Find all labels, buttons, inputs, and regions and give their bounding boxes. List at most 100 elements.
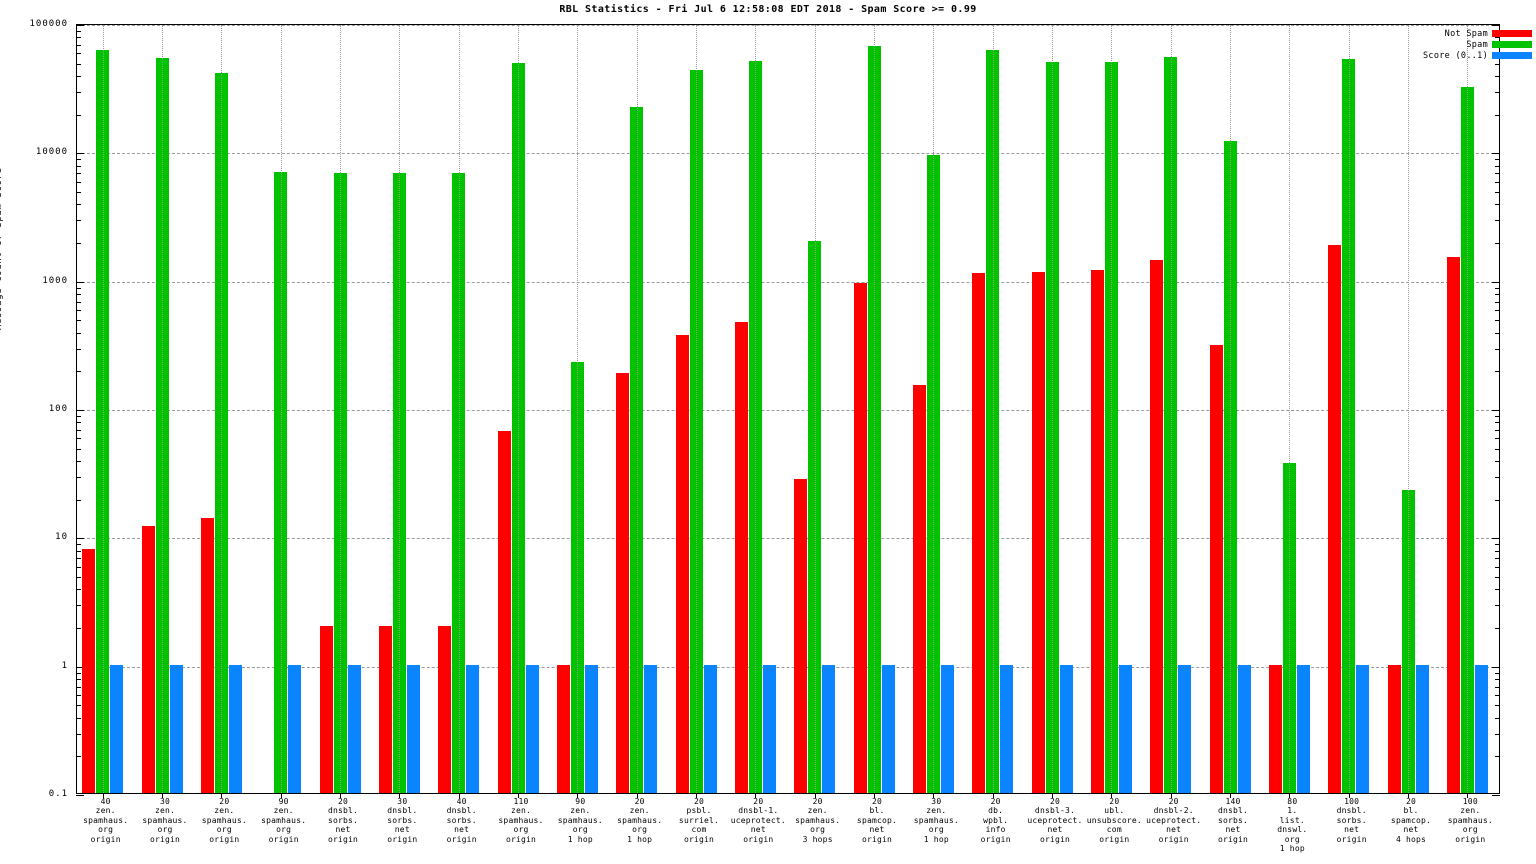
x-gridline bbox=[1349, 25, 1350, 793]
y-axis-minor-tick bbox=[1495, 37, 1500, 39]
y-axis-tick-label: 1000 bbox=[42, 275, 68, 286]
y-axis-minor-tick bbox=[1495, 448, 1500, 450]
x-gridline bbox=[1230, 25, 1231, 793]
bar-red bbox=[1387, 664, 1401, 793]
bar-group bbox=[1150, 25, 1192, 793]
y-axis-minor-tick bbox=[1495, 294, 1500, 296]
bar-blue bbox=[1000, 665, 1014, 793]
bar-red bbox=[1090, 269, 1104, 793]
y-axis-minor-tick bbox=[1495, 348, 1500, 350]
y-axis-minor-tick bbox=[1495, 695, 1500, 697]
y-axis-minor-tick bbox=[76, 628, 81, 630]
y-axis-tick bbox=[1492, 795, 1500, 796]
y-axis-minor-tick bbox=[1495, 461, 1500, 463]
y-axis-minor-tick bbox=[1495, 429, 1500, 431]
x-gridline bbox=[103, 25, 104, 793]
y-axis-tick bbox=[1492, 153, 1500, 155]
x-axis-tick bbox=[459, 793, 460, 798]
bar-red bbox=[1446, 257, 1460, 793]
y-axis-minor-tick bbox=[1495, 756, 1500, 758]
bar-blue bbox=[1356, 665, 1370, 793]
bar-blue bbox=[525, 665, 539, 793]
y-axis-minor-tick bbox=[1495, 310, 1500, 312]
x-gridline bbox=[221, 25, 222, 793]
x-axis-tick bbox=[1289, 793, 1290, 798]
plot-area bbox=[76, 24, 1500, 798]
y-axis-minor-tick bbox=[1495, 63, 1500, 65]
bar-blue bbox=[584, 665, 598, 793]
bar-red bbox=[378, 626, 392, 793]
x-axis-tick-label: 20 zen. spamhaus. org 3 hops bbox=[795, 797, 841, 844]
x-gridline bbox=[874, 25, 875, 793]
x-axis-tick-labels: 40 zen. spamhaus. org origin 30 zen. spam… bbox=[76, 797, 1500, 861]
x-axis-tick-label: 100 zen. spamhaus. org origin bbox=[1447, 797, 1493, 844]
y-axis-minor-tick bbox=[1495, 220, 1500, 222]
y-axis-minor-tick bbox=[76, 695, 81, 697]
y-axis-minor-tick bbox=[76, 30, 81, 32]
x-axis-tick-label: 40 dnsbl. sorbs. net origin bbox=[446, 797, 477, 844]
x-axis-tick bbox=[755, 793, 756, 798]
x-axis-tick bbox=[518, 793, 519, 798]
bar-green bbox=[808, 241, 822, 793]
y-axis-minor-tick bbox=[76, 733, 81, 735]
bar-red bbox=[438, 626, 452, 793]
x-gridline bbox=[755, 25, 756, 793]
y-axis-minor-tick bbox=[1495, 415, 1500, 417]
y-axis-minor-tick bbox=[76, 294, 81, 296]
y-axis-tick bbox=[76, 410, 84, 411]
x-axis-tick bbox=[696, 793, 697, 798]
bar-blue bbox=[406, 665, 420, 793]
x-gridline bbox=[1052, 25, 1053, 793]
x-axis-tick-label: 20 bl. spamcop. net origin bbox=[856, 797, 898, 844]
x-gridline bbox=[933, 25, 934, 793]
y-axis-minor-tick bbox=[76, 348, 81, 350]
y-axis-tick bbox=[76, 281, 84, 283]
bar-blue bbox=[644, 665, 658, 793]
y-axis-minor-tick bbox=[1495, 371, 1500, 373]
y-axis-minor-tick bbox=[76, 705, 81, 707]
y-axis-minor-tick bbox=[76, 448, 81, 450]
bar-red bbox=[734, 321, 748, 793]
x-axis-tick-label: 20 psbl. surriel. com origin bbox=[678, 797, 720, 844]
y-axis-minor-tick bbox=[76, 332, 81, 334]
y-axis-minor-tick bbox=[1495, 605, 1500, 607]
x-axis-tick bbox=[577, 793, 578, 798]
x-gridline bbox=[1171, 25, 1172, 793]
x-gridline bbox=[518, 25, 519, 793]
legend-swatch-spam bbox=[1492, 41, 1532, 48]
y-axis-minor-tick bbox=[76, 63, 81, 65]
x-gridline bbox=[162, 25, 163, 793]
y-axis-minor-tick bbox=[76, 37, 81, 39]
x-gridline bbox=[1111, 25, 1112, 793]
y-axis-minor-tick bbox=[76, 605, 81, 607]
bar-group bbox=[794, 25, 836, 793]
y-axis-minor-tick bbox=[76, 191, 81, 193]
y-axis-tick bbox=[1492, 538, 1500, 540]
bar-green bbox=[1342, 59, 1356, 793]
y-axis-minor-tick bbox=[1495, 686, 1500, 688]
y-axis-minor-tick bbox=[1495, 628, 1500, 630]
y-axis-minor-tick bbox=[1495, 76, 1500, 78]
y-axis-minor-tick bbox=[1495, 558, 1500, 560]
y-axis-minor-tick bbox=[1495, 477, 1500, 479]
y-gridline bbox=[77, 666, 1499, 668]
x-gridline bbox=[281, 25, 282, 793]
bar-blue bbox=[110, 665, 124, 793]
x-axis-tick-label: 40 zen. spamhaus. org origin bbox=[83, 797, 129, 844]
y-axis-minor-tick bbox=[76, 756, 81, 758]
bar-red bbox=[497, 431, 511, 793]
chart-legend: Not Spam Spam Score (0..1) bbox=[1423, 28, 1532, 61]
x-axis-tick bbox=[1111, 793, 1112, 798]
y-axis-minor-tick bbox=[1495, 589, 1500, 591]
legend-item-not-spam: Not Spam bbox=[1423, 28, 1532, 39]
bar-red bbox=[853, 282, 867, 793]
y-axis-minor-tick bbox=[1495, 165, 1500, 167]
y-gridline bbox=[77, 410, 1499, 411]
x-axis-tick-label: 30 dnsbl. sorbs. net origin bbox=[387, 797, 418, 844]
bar-red bbox=[82, 548, 96, 793]
x-axis-tick-label: 110 zen. spamhaus. org origin bbox=[498, 797, 544, 844]
y-axis-tick-label: 1 bbox=[61, 660, 68, 671]
bar-green bbox=[1164, 57, 1178, 793]
y-axis-tick-label: 100 bbox=[48, 404, 68, 414]
bar-green bbox=[96, 49, 110, 793]
